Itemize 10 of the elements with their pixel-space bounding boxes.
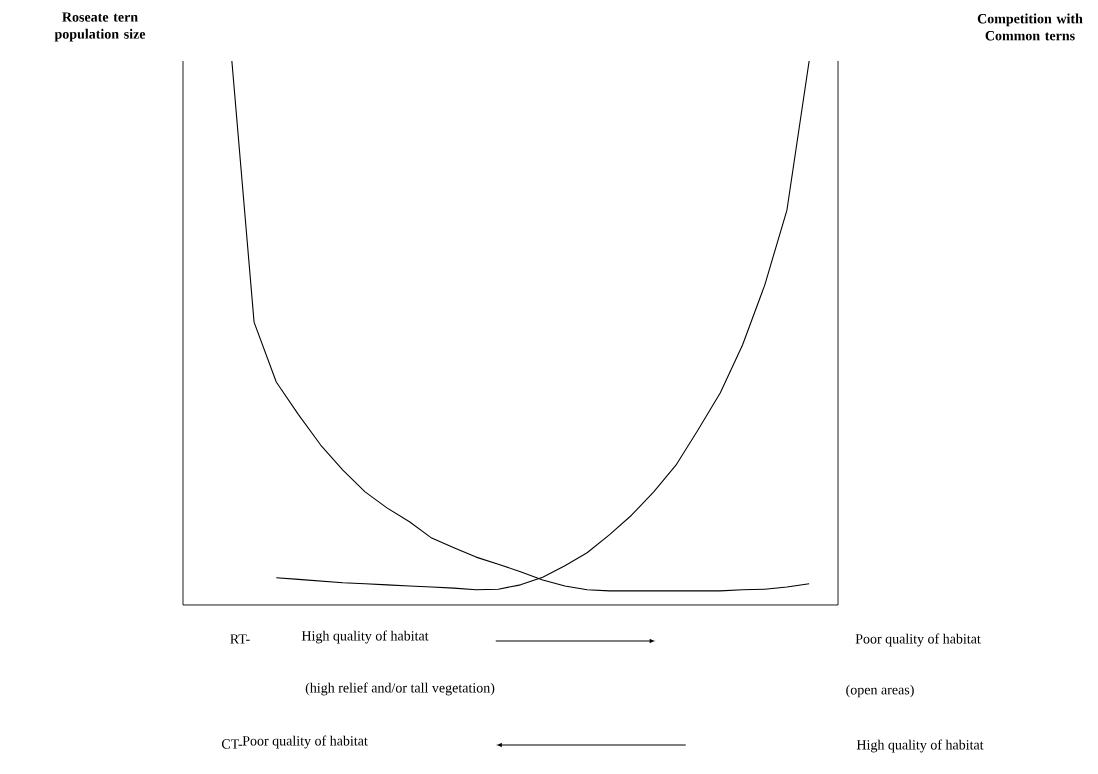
text: Roseate tern population size [54, 12, 146, 42]
text: (open areas) [846, 684, 914, 698]
text: (high relief and/or tall vegetation) [305, 682, 495, 696]
text: Poor quality of habitat [855, 633, 981, 647]
text: CT- [221, 739, 243, 749]
text: High quality of habitat [856, 739, 984, 753]
text: Poor quality of habitat [242, 735, 368, 749]
text: RT- [230, 634, 250, 644]
text: High quality of habitat [301, 630, 429, 644]
text: Competition with Common terns [977, 13, 1083, 41]
